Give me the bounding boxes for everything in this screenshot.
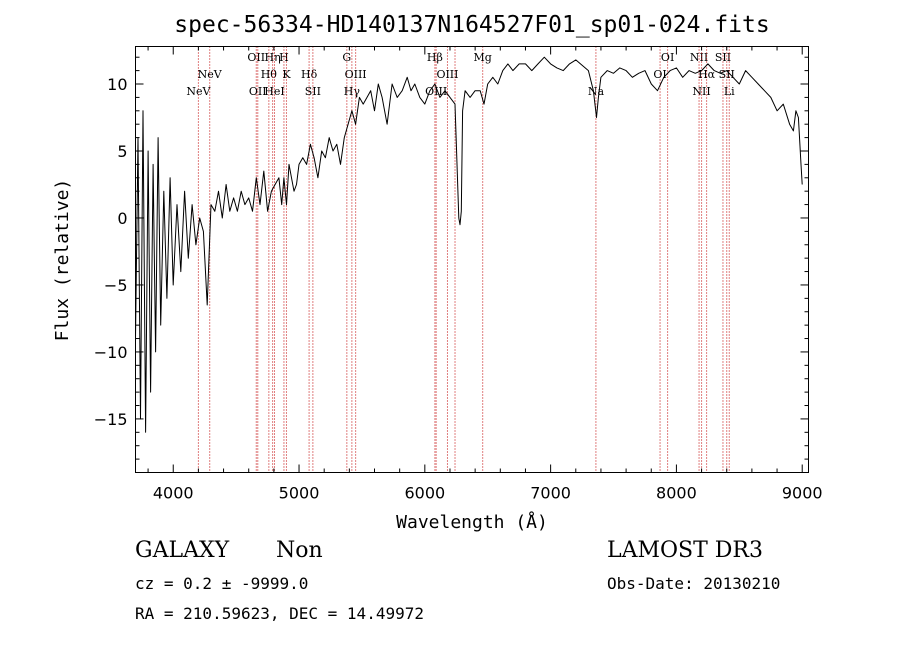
object-class: GALAXY (135, 538, 230, 563)
line-label: Li (724, 85, 735, 98)
line-label: OII (249, 85, 267, 98)
redshift-cz: cz = 0.2 ± -9999.0 (135, 574, 309, 593)
line-label: OI (661, 51, 674, 64)
y-tick-label: −10 (94, 343, 128, 362)
y-tick-label: 5 (117, 142, 127, 161)
object-subclass: Non (276, 538, 323, 563)
x-tick-label: 7000 (530, 484, 571, 503)
line-label: NeV (198, 68, 223, 81)
line-label: OII (247, 51, 265, 64)
line-label: NII (692, 85, 710, 98)
line-label: Hδ (301, 68, 318, 81)
y-tick-label: 0 (117, 209, 127, 228)
x-tick-label: 8000 (656, 484, 697, 503)
line-label: Hβ (427, 51, 443, 64)
coordinates: RA = 210.59623, DEC = 14.49972 (135, 604, 424, 623)
y-tick-label: −15 (94, 410, 128, 429)
line-label: NII (690, 51, 708, 64)
x-tick-label: 5000 (279, 484, 320, 503)
line-label: Hα (698, 68, 716, 81)
line-label: SII (715, 51, 731, 64)
flux-series-line (135, 56, 803, 433)
line-label: SII (719, 68, 735, 81)
line-label: OIII (345, 68, 367, 81)
line-label: Na (588, 85, 605, 98)
line-label: H (279, 51, 289, 64)
obs-date: Obs-Date: 20130210 (607, 574, 781, 593)
y-tick-label: 10 (107, 75, 127, 94)
line-label: NeV (186, 85, 211, 98)
y-tick-label: −5 (104, 276, 128, 295)
line-label: Hη (265, 51, 281, 64)
line-label: Hθ (261, 68, 278, 81)
x-tick-label: 9000 (782, 484, 823, 503)
x-axis-label: Wavelength (Å) (396, 511, 548, 533)
y-axis-label: Flux (relative) (52, 179, 73, 342)
plot-frame (135, 46, 809, 473)
line-label: K (282, 68, 291, 81)
survey-name: LAMOST DR3 (607, 538, 763, 563)
x-tick-label: 4000 (153, 484, 194, 503)
x-tick-label: 6000 (404, 484, 445, 503)
line-label: Mg (474, 51, 492, 64)
chart-title: spec-56334-HD140137N164527F01_sp01-024.f… (174, 12, 769, 38)
line-label: OIII (436, 68, 458, 81)
line-label: G (342, 51, 351, 64)
line-label: OI (653, 68, 666, 81)
line-label: Hγ (344, 85, 361, 98)
line-label: HeI (264, 85, 284, 98)
line-label: SII (305, 85, 321, 98)
